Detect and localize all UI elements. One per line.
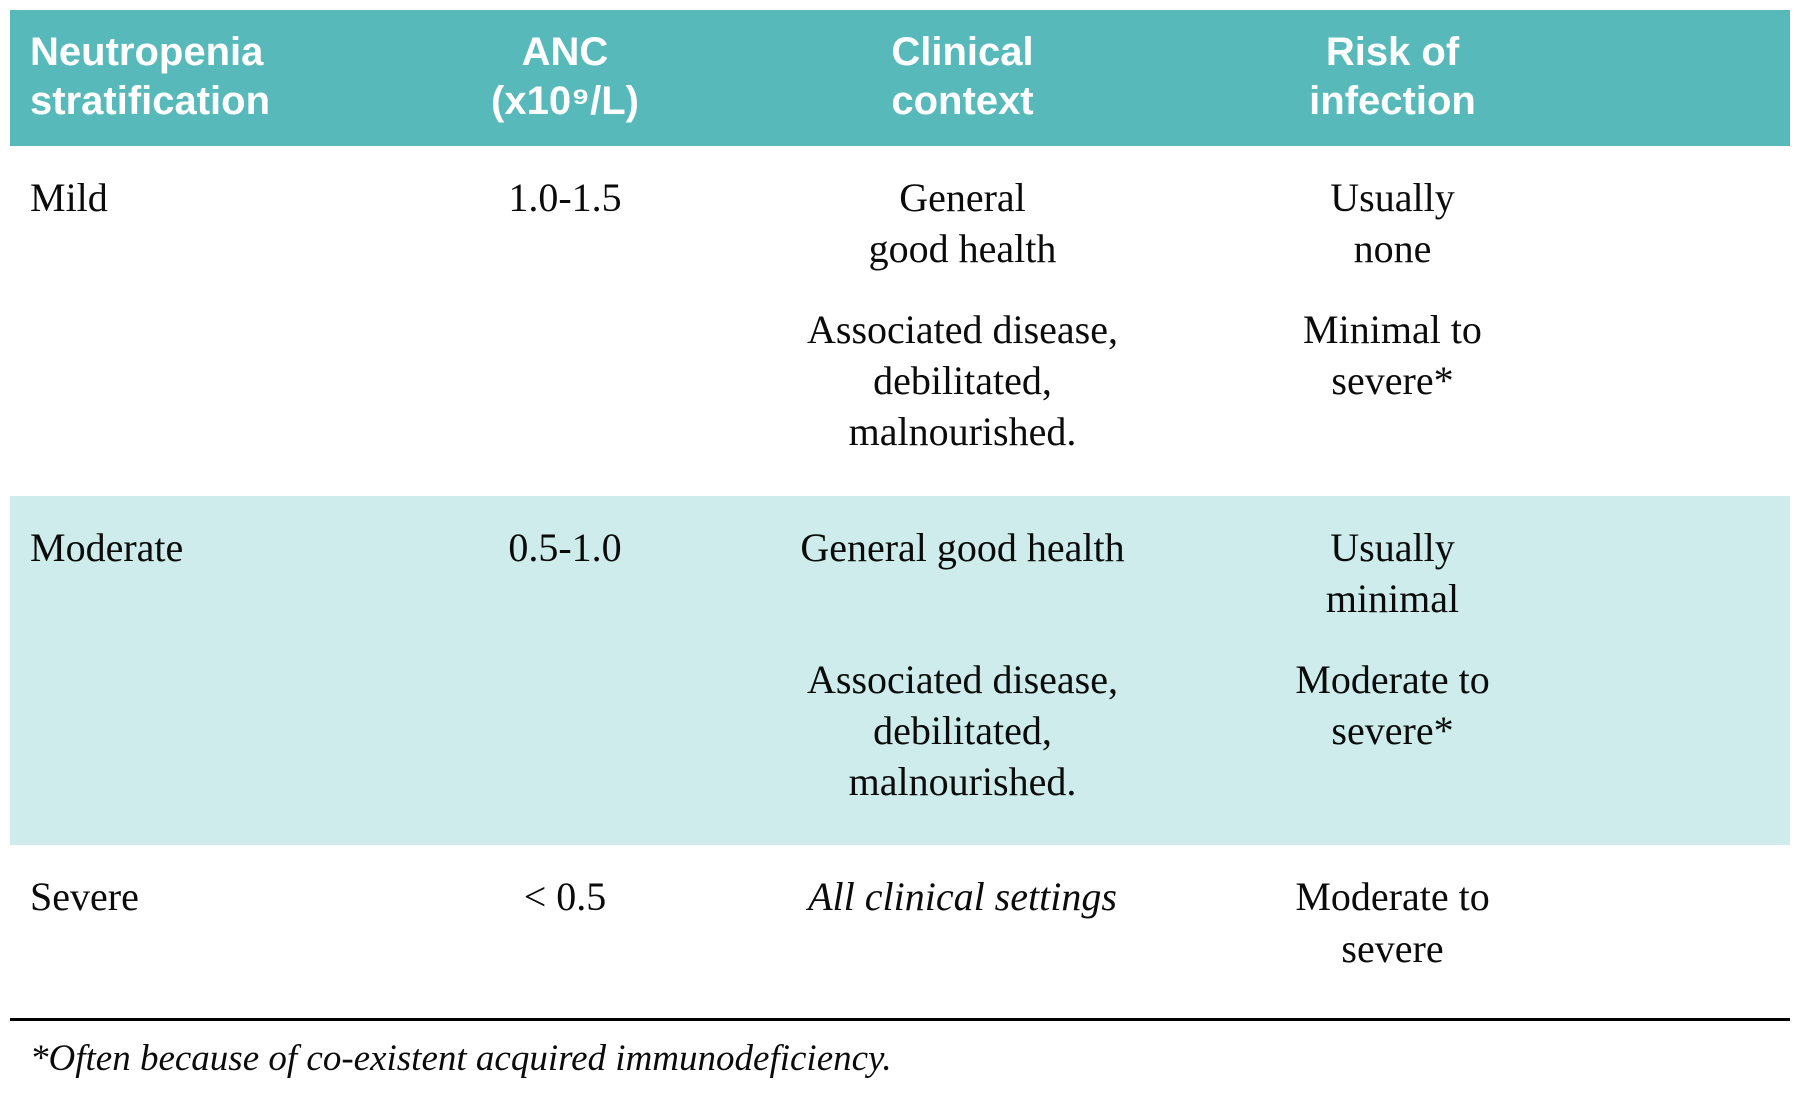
cell-clinical-context: Associated disease, debilitated, malnour…	[806, 656, 1118, 805]
cell-anc: < 0.5	[523, 874, 607, 920]
cell-risk: Usually minimal	[1325, 524, 1460, 621]
cell-stratification: Moderate	[30, 524, 184, 570]
neutropenia-table: Neutropenia stratification ANC (x10⁹/L) …	[10, 10, 1790, 1080]
cell-anc: 1.0-1.5	[508, 174, 622, 220]
header-clinical-context: Clinical context	[891, 30, 1034, 123]
cell-clinical-context: General good health	[868, 174, 1057, 271]
cell-risk: Moderate to severe*	[1295, 656, 1490, 754]
cell-stratification: Mild	[30, 174, 108, 220]
cell-stratification: Severe	[30, 874, 139, 920]
cell-anc: 0.5-1.0	[508, 524, 622, 570]
table-footnote: *Often because of co-existent acquired i…	[30, 1037, 892, 1079]
table-row-mild: Mild 1.0-1.5 General good health Usually…	[10, 146, 1790, 496]
cell-risk: Moderate to severe	[1295, 874, 1490, 971]
cell-risk: Minimal to severe*	[1303, 306, 1482, 404]
table-row-severe: Severe < 0.5 All clinical settings Moder…	[10, 845, 1790, 1011]
cell-clinical-context: General good health	[800, 524, 1125, 570]
cell-clinical-context: All clinical settings	[808, 874, 1117, 920]
header-anc: ANC (x10⁹/L)	[491, 30, 639, 123]
cell-risk: Usually none	[1330, 174, 1455, 271]
header-neutropenia-stratification: Neutropenia stratification	[30, 30, 271, 123]
footnote-divider	[10, 1017, 1790, 1021]
table-header-row: Neutropenia stratification ANC (x10⁹/L) …	[10, 10, 1790, 146]
table-row-moderate: Moderate 0.5-1.0 General good health Usu…	[10, 495, 1790, 846]
cell-clinical-context: Associated disease, debilitated, malnour…	[806, 306, 1118, 455]
header-risk-of-infection: Risk of infection	[1309, 30, 1476, 123]
